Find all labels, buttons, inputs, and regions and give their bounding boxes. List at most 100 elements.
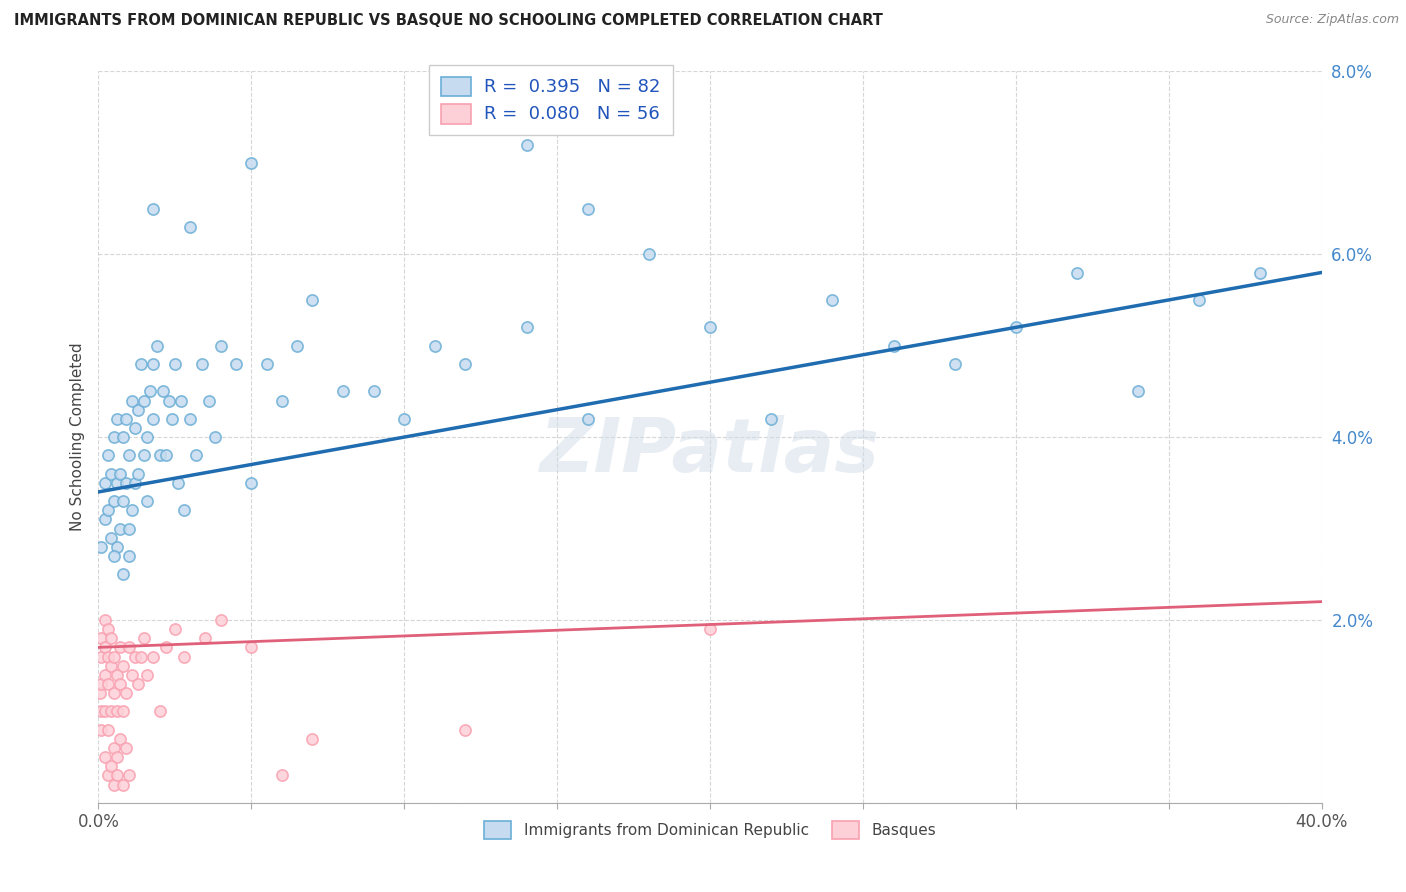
Point — [270, 768, 292, 782]
Legend: Immigrants from Dominican Republic, Basques: Immigrants from Dominican Republic, Basq… — [477, 814, 943, 847]
Point — [256, 357, 278, 371]
Point — [111, 705, 134, 719]
Point — [155, 449, 177, 463]
Point — [97, 768, 120, 782]
Point — [127, 402, 149, 417]
Point — [699, 622, 721, 636]
Point — [90, 649, 112, 664]
Point — [93, 512, 115, 526]
Point — [145, 338, 167, 352]
Point — [111, 658, 134, 673]
Point — [1188, 293, 1211, 307]
Point — [759, 412, 782, 426]
Point — [97, 449, 120, 463]
Point — [127, 467, 149, 481]
Point — [93, 613, 115, 627]
Point — [118, 549, 141, 563]
Point — [160, 412, 183, 426]
Point — [97, 503, 120, 517]
Point — [115, 412, 138, 426]
Point — [240, 640, 263, 655]
Point — [118, 640, 141, 655]
Point — [97, 622, 120, 636]
Point — [90, 632, 112, 646]
Point — [103, 549, 125, 563]
Point — [240, 155, 263, 169]
Point — [332, 384, 354, 399]
Point — [136, 667, 159, 681]
Point — [93, 475, 115, 490]
Point — [105, 412, 128, 426]
Point — [179, 412, 201, 426]
Point — [127, 677, 149, 691]
Text: Source: ZipAtlas.com: Source: ZipAtlas.com — [1265, 13, 1399, 27]
Point — [103, 649, 125, 664]
Point — [105, 768, 128, 782]
Point — [152, 384, 174, 399]
Point — [142, 357, 165, 371]
Text: ZIPatlas: ZIPatlas — [540, 415, 880, 488]
Point — [100, 658, 122, 673]
Point — [103, 740, 125, 755]
Point — [240, 475, 263, 490]
Point — [105, 540, 128, 554]
Y-axis label: No Schooling Completed: No Schooling Completed — [69, 343, 84, 532]
Point — [943, 357, 966, 371]
Point — [134, 449, 156, 463]
Point — [1128, 384, 1150, 399]
Point — [163, 622, 186, 636]
Point — [103, 494, 125, 508]
Point — [124, 475, 146, 490]
Point — [115, 475, 138, 490]
Point — [105, 667, 128, 681]
Point — [392, 412, 416, 426]
Point — [93, 640, 115, 655]
Point — [100, 467, 122, 481]
Point — [142, 649, 165, 664]
Point — [170, 393, 193, 408]
Point — [136, 430, 159, 444]
Point — [129, 357, 152, 371]
Point — [142, 412, 165, 426]
Point — [118, 449, 141, 463]
Point — [883, 338, 905, 352]
Point — [111, 494, 134, 508]
Point — [108, 467, 131, 481]
Point — [163, 357, 186, 371]
Point — [105, 705, 128, 719]
Point — [301, 731, 323, 746]
Point — [301, 293, 323, 307]
Point — [186, 449, 208, 463]
Point — [285, 338, 308, 352]
Point — [423, 338, 446, 352]
Point — [100, 705, 122, 719]
Point — [194, 632, 217, 646]
Point — [108, 521, 131, 535]
Point — [821, 293, 844, 307]
Point — [209, 338, 232, 352]
Point — [173, 649, 195, 664]
Point — [136, 494, 159, 508]
Point — [105, 750, 128, 764]
Point — [124, 649, 146, 664]
Point — [124, 421, 146, 435]
Point — [197, 393, 219, 408]
Point — [118, 768, 141, 782]
Point — [167, 475, 190, 490]
Point — [191, 357, 214, 371]
Point — [363, 384, 385, 399]
Point — [108, 640, 131, 655]
Point — [225, 357, 247, 371]
Point — [516, 137, 538, 152]
Point — [129, 649, 152, 664]
Point — [121, 667, 143, 681]
Point — [90, 723, 112, 737]
Point — [173, 503, 195, 517]
Point — [97, 723, 120, 737]
Point — [1004, 320, 1026, 334]
Point — [90, 705, 112, 719]
Point — [105, 475, 128, 490]
Point — [134, 632, 156, 646]
Point — [100, 632, 122, 646]
Point — [1066, 266, 1088, 280]
